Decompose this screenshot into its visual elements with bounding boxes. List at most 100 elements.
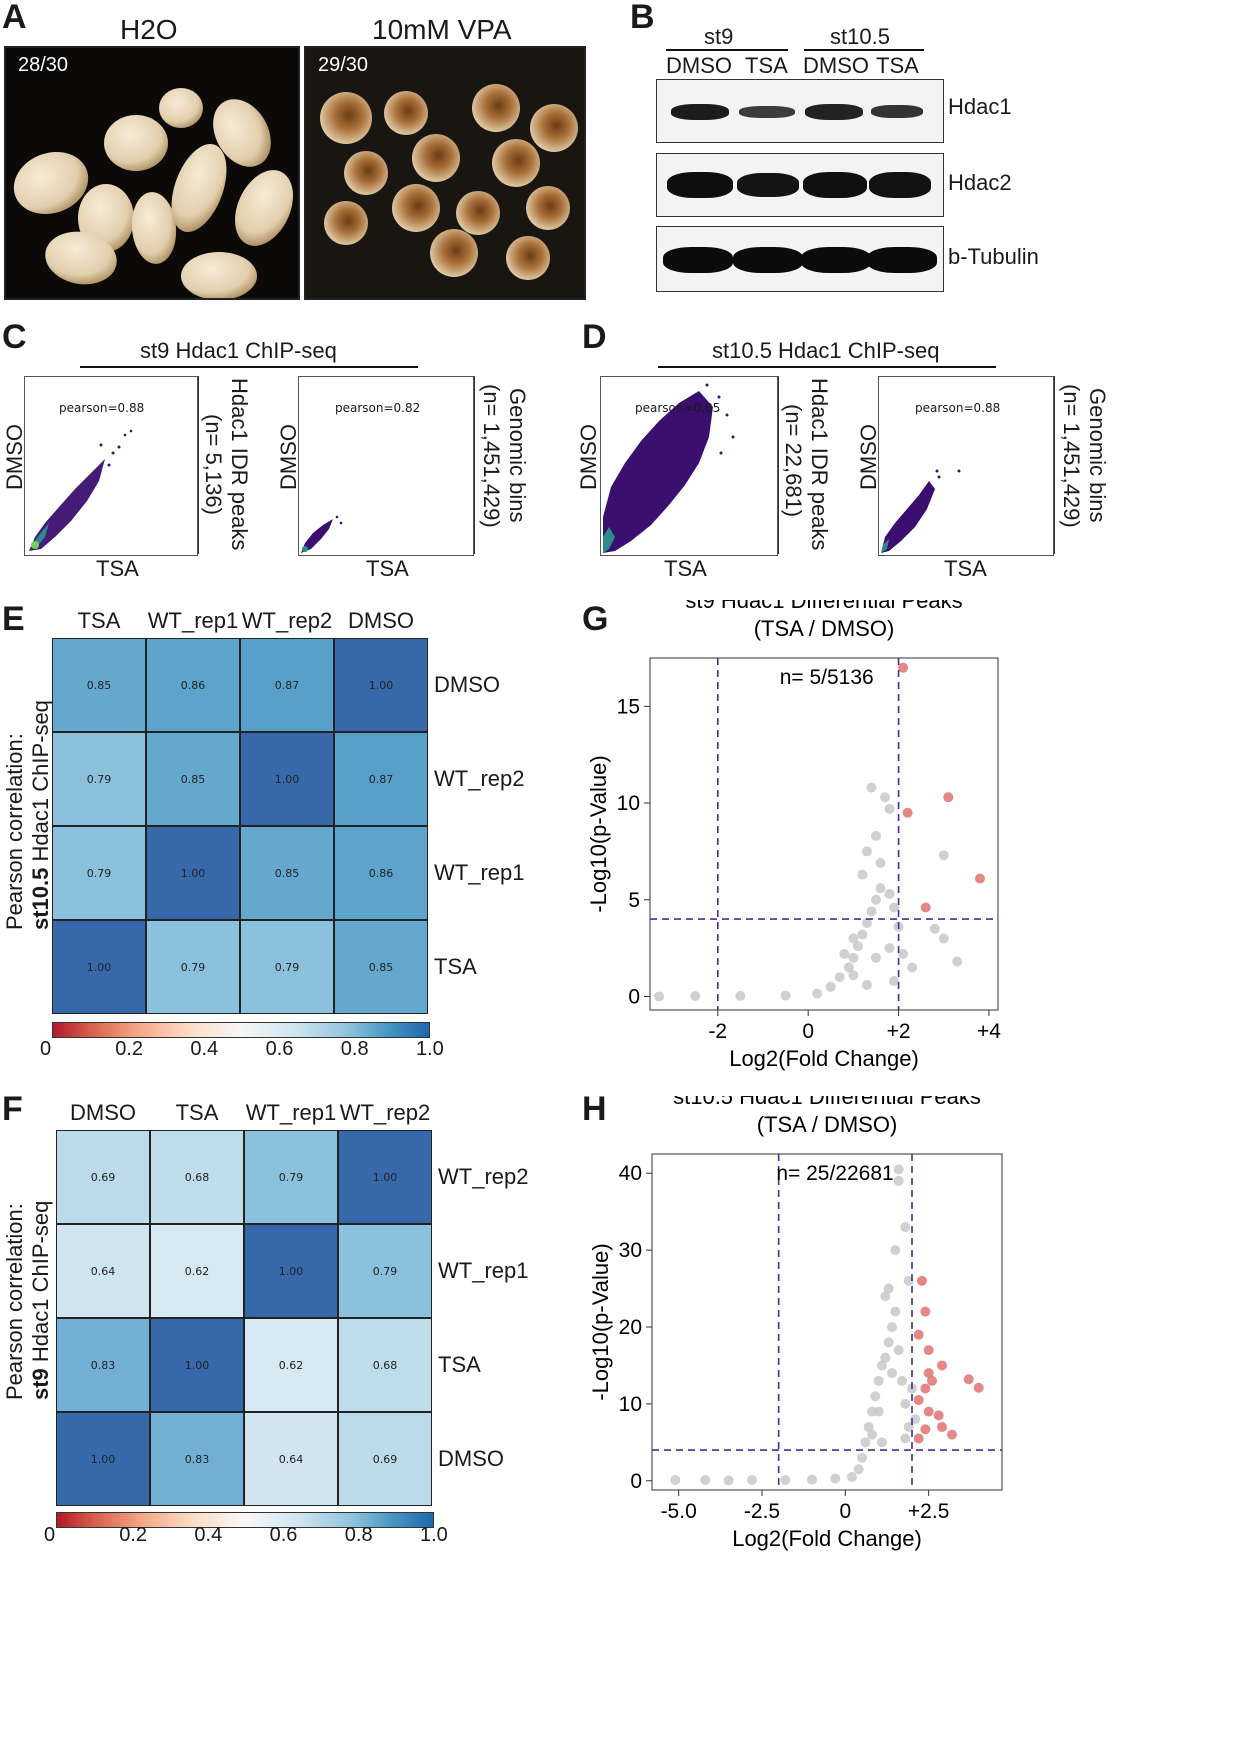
y-tick-label: 0 (628, 985, 640, 1008)
y-tick-label: 10 (619, 1393, 642, 1416)
heatmap-cell: 1.00 (146, 826, 240, 920)
band-tubulin-lane3 (801, 247, 871, 273)
pearson-label-c2: pearson=0.82 (335, 401, 421, 415)
peak-point (870, 830, 881, 841)
heatmap-st10-5: 0.85 0.86 0.87 1.00 0.79 0.85 1.00 0.87 0.79 1.00… (52, 608, 524, 1014)
peak-point (903, 1275, 914, 1286)
peak-point (873, 1406, 884, 1417)
blot-lane-3: DMSO (803, 53, 869, 78)
significant-peak-point (923, 1368, 934, 1379)
x-tick-label: +2.5 (908, 1500, 949, 1523)
blot-group-line-st9 (666, 49, 788, 51)
colorbar-tick-label: 0.6 (265, 1038, 294, 1060)
ylabel-c2: DMSO (276, 424, 301, 490)
x-tick-label: -2.5 (744, 1500, 780, 1523)
significant-peak-point (927, 1375, 937, 1386)
panel-letter-h: H (582, 1090, 607, 1128)
blot-group-st9: st9 (704, 24, 734, 49)
peak-point (857, 929, 868, 940)
peak-point (847, 1471, 857, 1482)
blot-tubulin (656, 226, 944, 292)
peak-point (907, 962, 918, 973)
peak-point (877, 1360, 887, 1371)
peak-point (670, 1475, 681, 1486)
heatmap-e-ylabel-rest: Hdac1 ChIP-seq (28, 700, 53, 868)
ylabel-d1: DMSO (576, 424, 601, 490)
heatmap-cell: 0.87 (334, 732, 428, 826)
embryo-count-h2o: 28/30 (18, 54, 69, 76)
peak-point (830, 1473, 841, 1484)
heatmap-cell: 0.85 (334, 920, 428, 1014)
heatmap-cell: 0.62 (244, 1318, 338, 1412)
colorbar-tick-label: 0 (40, 1038, 52, 1060)
heatmap-cell: 0.86 (334, 826, 428, 920)
heatmap-cell: 1.00 (240, 732, 334, 826)
pearson-label-d2: pearson=0.88 (915, 401, 1001, 415)
peak-point (875, 883, 886, 894)
heatmap-f-ylabel-line1: Pearson correlation: (2, 1203, 27, 1400)
colorbar-tick-label: 0.6 (269, 1524, 298, 1546)
peak-point (884, 888, 895, 899)
heatmap-cell: 1.00 (334, 638, 428, 732)
side-n-c2: (n= 1,451,429) (479, 384, 504, 528)
panel-letter-d: D (582, 318, 607, 356)
heatmap-column-label: TSA (77, 608, 121, 633)
x-tick-label: -2 (708, 1020, 727, 1043)
peak-point (852, 941, 863, 952)
peak-point (884, 803, 895, 814)
band-hdac1-lane3 (805, 104, 863, 120)
xlabel-c2: TSA (366, 556, 409, 581)
volcano-frame (649, 657, 999, 1011)
heatmap-cell: 0.79 (240, 920, 334, 1014)
density-plot-c2: pearson=0.82 (298, 376, 474, 556)
colorbar-ticks-e: 0 0.2 0.4 0.6 0.8 1.0 (40, 1038, 444, 1064)
peak-point (883, 1283, 894, 1294)
heatmap-f-ylabel-rest: Hdac1 ChIP-seq (28, 1200, 53, 1369)
x-tick-label: +2 (887, 1020, 911, 1043)
peak-point (875, 858, 886, 869)
side-axis-c1 (198, 376, 199, 554)
heatmap-cell: 1.00 (52, 920, 146, 1014)
peak-point (866, 906, 877, 917)
xlabel-d2: TSA (944, 556, 987, 581)
heatmap-cell: 0.86 (146, 638, 240, 732)
peak-point (723, 1475, 734, 1486)
volcano-subtitle: (TSA / DMSO) (754, 616, 895, 641)
heatmap-row-label: DMSO (438, 1446, 504, 1471)
heatmap-e-ylabel-line2: st10.5 Hdac1 ChIP-seq (28, 700, 54, 930)
y-tick-label: 5 (628, 889, 640, 912)
significant-peak-point (920, 1383, 931, 1394)
side-axis-c2 (474, 376, 475, 554)
heatmap-cell: 0.68 (338, 1318, 432, 1412)
volcano-plot-st10-5: st10.5 Hdac1 Differential Peaks (TSA / DM… (588, 1096, 1003, 1551)
significant-peak-point (917, 1275, 927, 1286)
heatmap-column-label: WT_rep2 (339, 1100, 431, 1125)
peak-point (834, 972, 845, 983)
heatmap-e-ylabel: Pearson correlation: st10.5 Hdac1 ChIP-s… (2, 700, 54, 930)
heatmap-cell: 0.85 (146, 732, 240, 826)
side-n-c1: (n= 5,136) (201, 414, 226, 515)
heatmap-cell: 1.00 (338, 1130, 432, 1224)
colorbar-tick-label: 0.4 (190, 1038, 219, 1060)
colorbar-tick-label: 0.8 (340, 1038, 369, 1060)
colorbar-ticks-f: 0 0.2 0.4 0.6 0.8 1.0 (44, 1524, 448, 1550)
significant-peak-point (973, 1382, 984, 1393)
band-tubulin-lane4 (867, 247, 937, 273)
heatmap-cell: 0.62 (150, 1224, 244, 1318)
colorbar-tick-label: 0.4 (194, 1524, 223, 1546)
heatmap-cell: 0.85 (52, 638, 146, 732)
x-tick-label: 0 (802, 1020, 814, 1043)
side-axis-d2 (1054, 376, 1055, 554)
side-n-d1: (n= 22,681) (781, 404, 806, 518)
peak-point (877, 1437, 887, 1448)
panel-letter-g: G (582, 600, 609, 638)
heatmap-st9: 0.69 0.68 0.79 1.00 0.64 0.62 1.00 0.79 0.83 1.00… (56, 1100, 528, 1506)
peak-point (900, 1222, 911, 1233)
blot-lane-1: DMSO (666, 53, 732, 78)
peak-point (929, 923, 940, 934)
heatmap-f-ylabel-line2: st9 Hdac1 ChIP-seq (28, 1201, 54, 1400)
heatmap-row-label: WT_rep2 (434, 766, 525, 791)
significant-peak-point (920, 1424, 931, 1435)
panel-c-title-line (80, 366, 418, 368)
volcano-title: st9 Hdac1 Differential Peaks (685, 600, 962, 613)
